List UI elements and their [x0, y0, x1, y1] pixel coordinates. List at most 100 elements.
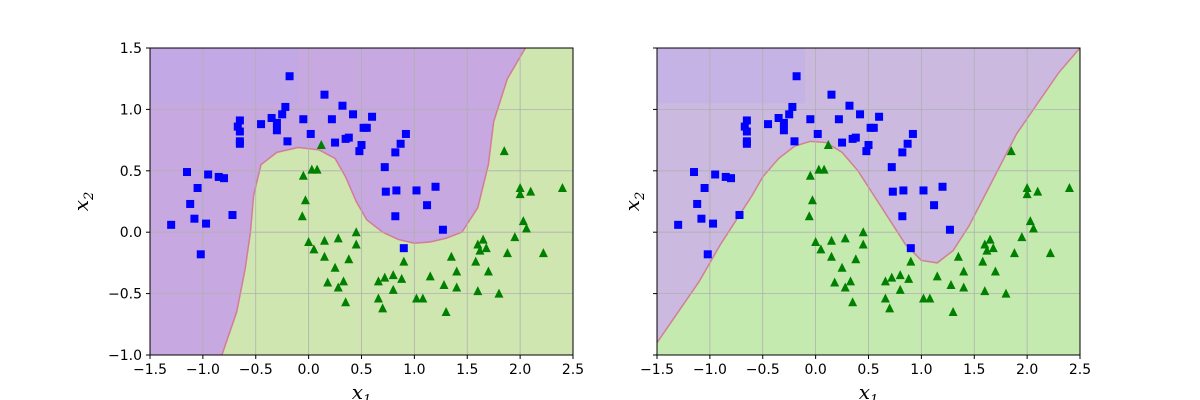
data-point-triangle [816, 244, 826, 254]
data-point-square [204, 170, 213, 179]
y-tick-label: 1.5 [120, 41, 142, 57]
x-tick-label: 2.5 [1069, 362, 1091, 378]
data-point-triangle [471, 256, 481, 266]
data-point-square [735, 211, 744, 220]
data-point-square [887, 163, 896, 172]
data-point-triangle [953, 251, 963, 261]
data-point-square [845, 101, 854, 110]
y-tick-label: 1.0 [120, 102, 142, 118]
data-point-triangle [341, 297, 351, 307]
data-point-square [401, 129, 410, 138]
data-point-triangle [481, 243, 491, 253]
data-point-triangle [895, 284, 905, 294]
plot-area [657, 48, 1080, 355]
plot-area [150, 48, 573, 355]
data-point-square [727, 174, 736, 183]
data-point-triangle [388, 284, 398, 294]
data-point-triangle [319, 251, 329, 261]
data-point-triangle [1006, 146, 1016, 156]
data-point-triangle [982, 245, 992, 255]
data-point-square [331, 138, 340, 147]
data-point-triangle [1033, 186, 1043, 196]
data-point-triangle [895, 270, 905, 280]
data-point-triangle [918, 293, 928, 303]
data-point-square [235, 116, 244, 125]
data-point-triangle [446, 251, 456, 261]
data-point-triangle [1009, 248, 1019, 258]
data-point-triangle [399, 256, 409, 266]
x-axis-label: x1 [352, 380, 372, 400]
data-point-square [235, 139, 244, 148]
data-point-square [355, 147, 364, 156]
data-point-square [381, 187, 390, 196]
data-point-triangle [319, 235, 329, 245]
data-point-triangle [312, 164, 322, 174]
data-point-triangle [373, 276, 383, 286]
data-point-square [362, 123, 371, 132]
data-point-square [257, 120, 266, 129]
data-point-square [742, 127, 751, 136]
data-point-square [214, 172, 223, 181]
data-point-square [740, 122, 749, 131]
data-point-square [368, 112, 377, 121]
data-point-square [806, 115, 815, 124]
data-point-triangle [418, 293, 428, 303]
data-point-square [299, 115, 308, 124]
data-point-triangle [1064, 182, 1074, 192]
y-tick-label: 0.0 [120, 225, 142, 241]
data-point-triangle [475, 245, 485, 255]
data-point-square [813, 129, 822, 138]
data-point-triangle [1017, 232, 1027, 242]
data-point-triangle [826, 235, 836, 245]
data-point-triangle [297, 211, 307, 221]
data-point-triangle [502, 248, 512, 258]
data-point-triangle [988, 243, 998, 253]
data-point-square [391, 148, 400, 157]
data-point-square [869, 123, 878, 132]
data-point-triangle [980, 286, 990, 296]
data-point-triangle [978, 256, 988, 266]
data-point-square [790, 137, 799, 146]
data-point-triangle [1028, 223, 1038, 233]
data-point-square [938, 182, 947, 191]
data-point-triangle [880, 293, 890, 303]
x-tick-label: −0.5 [746, 362, 780, 378]
data-point-square [233, 122, 242, 131]
data-point-triangle [959, 282, 969, 292]
data-point-square [235, 127, 244, 136]
data-point-triangle [840, 233, 850, 243]
data-point-triangle [483, 266, 493, 276]
data-point-triangle [826, 251, 836, 261]
data-point-triangle [526, 186, 536, 196]
data-point-square [898, 148, 907, 157]
data-point-square [875, 112, 884, 121]
data-point-square [272, 126, 281, 135]
data-point-triangle [959, 266, 969, 276]
data-point-triangle [885, 303, 895, 313]
data-point-triangle [298, 170, 308, 180]
data-point-square [357, 141, 366, 150]
data-point-square [399, 244, 408, 253]
data-point-square [344, 133, 353, 142]
x-tick-label: 1.0 [403, 362, 425, 378]
data-point-triangle [858, 227, 868, 237]
data-point-square [930, 201, 939, 210]
right-panel: −1.5 −1.0 −0.5 0.0 0.5 1.0 1.5 2.0 2.5 x1 x2 [620, 47, 1091, 400]
data-point-triangle [1001, 288, 1011, 298]
data-point-square [272, 118, 281, 127]
data-point-square [899, 186, 908, 195]
data-point-square [827, 90, 836, 99]
data-point-triangle [880, 276, 890, 286]
data-point-square [320, 90, 329, 99]
data-point-triangle [380, 272, 390, 282]
data-point-triangle [807, 195, 817, 205]
data-point-square [220, 174, 229, 183]
x-tick-label: 1.5 [456, 362, 478, 378]
data-point-triangle [339, 276, 349, 286]
data-point-triangle [439, 280, 449, 290]
data-point-triangle [1022, 182, 1032, 192]
data-point-square [888, 187, 897, 196]
data-point-square [392, 186, 401, 195]
data-point-triangle [441, 307, 451, 317]
data-point-triangle [499, 146, 509, 156]
